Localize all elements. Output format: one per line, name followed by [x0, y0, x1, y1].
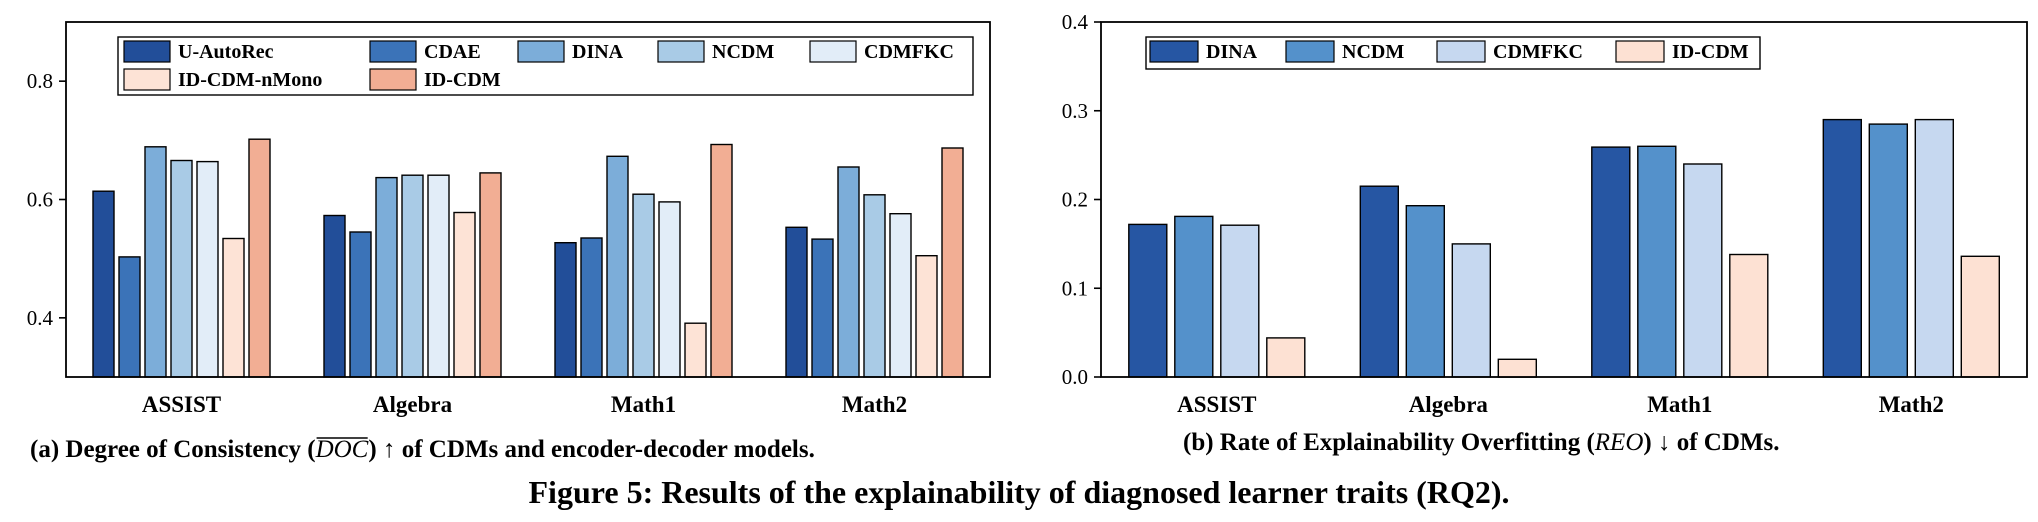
bar-b-math2-ncdm	[1868, 123, 1909, 378]
bar-b-assist-id-cdm	[1266, 337, 1306, 378]
bar-b-math1-dina	[1591, 146, 1631, 378]
bar-a-math1-cdmfkc	[658, 201, 681, 378]
caption-a: (a) Degree of Consistency (DOC) ↑ of CDM…	[30, 436, 815, 463]
bar-a-math1-u-autorec	[554, 241, 577, 378]
y-tick-label-a-1: 0.6	[27, 188, 53, 212]
x-tick-label-b-math2: Math2	[1879, 392, 1944, 417]
chart-b: ASSIST Algebra Math1 Math2 0.0 0.1 0.2 0.3 0.4 DI…	[1062, 10, 2028, 417]
y-tick-label-b-2: 0.2	[1062, 188, 1088, 212]
legend-label-b-cdmfkc: CDMFKC	[1493, 41, 1583, 63]
bar-a-algebra-dina	[375, 176, 398, 378]
bar-a-math1-id-cdm-nmono	[684, 322, 707, 378]
bar-b-assist-ncdm	[1174, 215, 1214, 378]
bar-a-algebra-cdae	[349, 231, 372, 378]
bar-b-algebra-cdmfkc	[1451, 243, 1492, 378]
x-tick-label-a-math1: Math1	[611, 392, 676, 417]
bar-a-math2-cdmfkc	[889, 212, 912, 378]
bar-b-math2-dina	[1822, 118, 1863, 378]
bar-a-assist-ncdm	[170, 159, 193, 378]
bar-a-assist-id-cdm	[248, 138, 271, 378]
legend-label-a-cdae: CDAE	[424, 41, 481, 63]
bar-a-math1-cdae	[580, 237, 603, 378]
bar-a-math2-ncdm	[863, 194, 886, 378]
bar-b-algebra-ncdm	[1405, 204, 1446, 378]
bar-a-algebra-u-autorec	[323, 214, 346, 378]
legend-label-a-id-cdm-nmono: ID-CDM-nMono	[178, 69, 322, 91]
legend-swatch-a-ncdm	[657, 40, 705, 63]
legend-label-a-ncdm: NCDM	[712, 41, 774, 63]
bar-a-assist-cdae	[118, 256, 141, 378]
legend-swatch-b-cdmfkc	[1436, 40, 1486, 63]
caption-b-suffix: ) ↓ of CDMs.	[1643, 429, 1779, 456]
bar-a-math2-u-autorec	[785, 226, 808, 378]
bar-a-assist-u-autorec	[92, 190, 115, 378]
legend-swatch-a-u-autorec	[123, 40, 171, 63]
bar-a-math2-id-cdm	[941, 147, 964, 378]
legend-swatch-a-id-cdm-nmono	[123, 68, 171, 91]
legend-swatch-a-dina	[517, 40, 565, 63]
x-tick-label-a-algebra: Algebra	[373, 392, 453, 417]
bar-a-algebra-cdmfkc	[427, 174, 450, 378]
y-tick-label-b-4: 0.4	[1062, 10, 1089, 34]
legend-label-b-ncdm: NCDM	[1342, 41, 1404, 63]
bar-a-math1-ncdm	[632, 193, 655, 378]
bar-a-assist-dina	[144, 146, 167, 378]
bar-b-assist-cdmfkc	[1220, 224, 1260, 378]
bar-a-math2-id-cdm-nmono	[915, 254, 938, 378]
bar-b-math2-cdmfkc	[1914, 118, 1955, 378]
bar-a-assist-id-cdm-nmono	[222, 237, 245, 378]
bar-a-assist-cdmfkc	[196, 160, 219, 378]
figure-title: Figure 5: Results of the explainability …	[529, 474, 1510, 510]
bar-a-math1-dina	[606, 155, 629, 378]
caption-b-metric: REO	[1594, 429, 1644, 456]
bar-a-math2-dina	[837, 166, 860, 378]
bar-b-math2-id-cdm	[1960, 255, 2001, 378]
caption-b-prefix: (b) Rate of Explainability Overfitting (	[1183, 429, 1595, 456]
x-tick-label-a-assist: ASSIST	[142, 392, 221, 417]
legend-label-b-dina: DINA	[1206, 41, 1258, 63]
y-tick-label-a-0: 0.4	[27, 306, 54, 330]
legend-label-a-cdmfkc: CDMFKC	[864, 41, 954, 63]
x-tick-label-a-math2: Math2	[842, 392, 907, 417]
legend-label-b-id-cdm: ID-CDM	[1672, 41, 1749, 63]
y-tick-label-b-3: 0.3	[1062, 99, 1088, 123]
caption-a-suffix: ) ↑ of CDMs and encoder-decoder models.	[368, 436, 814, 463]
bar-a-math2-cdae	[811, 238, 834, 378]
y-tick-label-b-0: 0.0	[1062, 365, 1088, 389]
x-tick-label-b-assist: ASSIST	[1177, 392, 1256, 417]
legend-swatch-b-id-cdm	[1615, 40, 1665, 63]
legend-swatch-a-id-cdm	[369, 68, 417, 91]
legend-label-a-u-autorec: U-AutoRec	[178, 41, 274, 63]
caption-a-prefix: (a) Degree of Consistency (	[30, 436, 316, 463]
legend-label-a-dina: DINA	[572, 41, 624, 63]
bar-a-math1-id-cdm	[710, 143, 733, 378]
x-tick-label-b-algebra: Algebra	[1409, 392, 1489, 417]
bar-b-math1-id-cdm	[1729, 253, 1769, 378]
bar-a-algebra-id-cdm	[479, 172, 502, 378]
bar-b-algebra-id-cdm	[1497, 358, 1538, 378]
x-tick-label-b-math1: Math1	[1647, 392, 1712, 417]
legend-swatch-a-cdae	[369, 40, 417, 63]
caption-a-metric: DOC	[315, 436, 369, 463]
chart-a: ASSIST Algebra Math1 Math2 0.4 0.6 0.8 U-AutoRe…	[27, 21, 991, 417]
legend-swatch-b-dina	[1149, 40, 1199, 63]
bar-b-assist-dina	[1128, 223, 1168, 378]
legend-label-a-id-cdm: ID-CDM	[424, 69, 501, 91]
bar-b-algebra-dina	[1359, 185, 1400, 378]
caption-b: (b) Rate of Explainability Overfitting (…	[1183, 429, 1779, 456]
y-tick-label-b-1: 0.1	[1062, 276, 1088, 300]
bar-b-math1-ncdm	[1637, 145, 1677, 378]
bar-b-math1-cdmfkc	[1683, 163, 1723, 378]
bar-a-algebra-id-cdm-nmono	[453, 211, 476, 378]
y-tick-label-a-2: 0.8	[27, 69, 53, 93]
bar-a-algebra-ncdm	[401, 174, 424, 378]
legend-swatch-a-cdmfkc	[809, 40, 857, 63]
legend-swatch-b-ncdm	[1285, 40, 1335, 63]
